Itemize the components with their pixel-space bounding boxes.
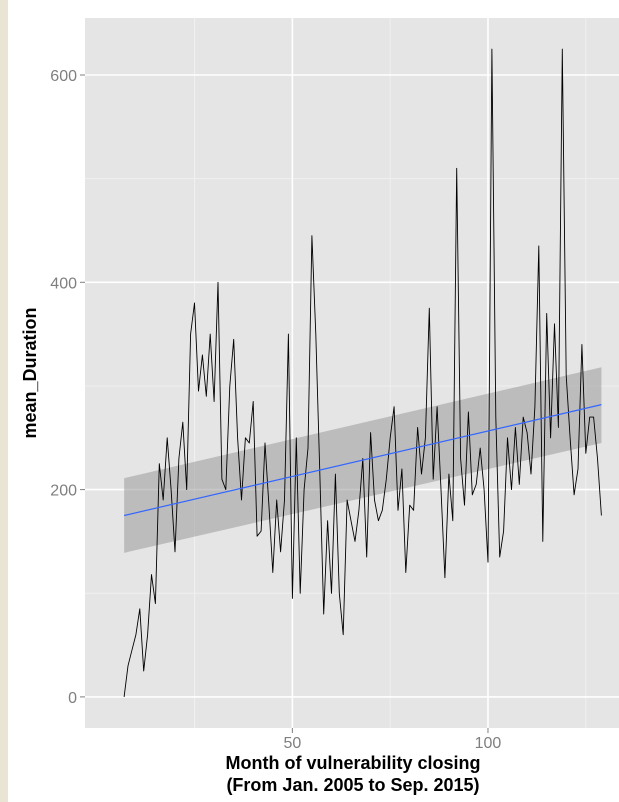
grid-lines [85,18,619,728]
x-tick-label: 100 [475,735,502,752]
line-chart: 0 200 400 600 50 100 mean_Duration Month of v… [20,18,619,795]
y-axis-title: mean_Duration [20,307,40,438]
x-axis-title-line-1: Month of vulnerability closing [225,753,480,773]
y-tick-label: 600 [50,68,77,85]
y-tick-label: 0 [68,690,77,707]
trend-line [123,404,602,517]
y-tick-label: 200 [50,483,77,500]
x-tick-label: 50 [283,735,301,752]
axis-ticks: 0 200 400 600 50 100 [50,68,501,752]
x-axis-title-line-2: (From Jan. 2005 to Sep. 2015) [226,775,479,795]
trend-line-layer [123,404,602,517]
series-line [123,48,602,697]
series-line-layer [123,48,602,697]
plot-panel [85,18,619,728]
y-tick-label: 400 [50,275,77,292]
chart-frame: 0 200 400 600 50 100 mean_Duration Month of v… [8,0,619,802]
